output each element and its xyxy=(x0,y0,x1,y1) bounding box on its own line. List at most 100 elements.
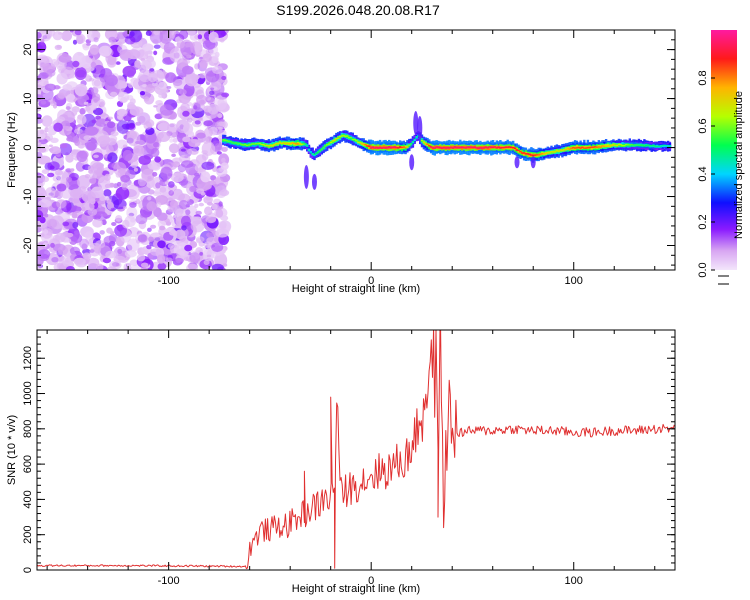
ridge-segment xyxy=(389,146,393,149)
ridge-segment xyxy=(307,149,311,151)
spectrogram-frame xyxy=(36,29,676,271)
ridge-segment xyxy=(610,144,613,147)
ridge-segment xyxy=(614,143,617,147)
noise-blob xyxy=(189,33,200,41)
noise-blob xyxy=(211,263,224,270)
noise-blob xyxy=(42,242,48,247)
ridge-segment xyxy=(665,145,668,146)
ridge-segment xyxy=(448,146,451,149)
noise-blob xyxy=(185,209,191,216)
ridge-segment xyxy=(247,144,251,146)
noise-blob xyxy=(201,141,216,156)
noise-blob xyxy=(99,101,105,107)
noise-blob xyxy=(130,182,135,187)
noise-blob xyxy=(37,210,44,221)
noise-blob xyxy=(50,137,59,143)
noise-blob xyxy=(129,31,135,37)
ridge-segment xyxy=(604,145,608,148)
noise-blob xyxy=(142,43,154,52)
noise-blob xyxy=(72,39,78,45)
ridge-segment xyxy=(650,145,653,147)
noise-blob xyxy=(88,176,97,185)
spectral-ridge xyxy=(222,111,672,190)
noise-blob xyxy=(66,232,74,238)
noise-blob xyxy=(167,123,178,133)
ridge-segment xyxy=(371,146,374,150)
ridge-segment xyxy=(446,147,449,149)
noise-blob xyxy=(153,189,161,195)
ridge-segment xyxy=(575,147,579,149)
noise-blob xyxy=(160,88,169,95)
ridge-segment xyxy=(347,136,351,139)
ridge-segment xyxy=(623,144,626,147)
ridge-segment xyxy=(295,143,298,145)
ridge-segment xyxy=(645,144,648,146)
noise-blob xyxy=(195,51,202,56)
noise-blob xyxy=(83,135,92,141)
ridge-segment xyxy=(225,139,229,142)
noise-blob xyxy=(104,195,110,201)
ridge-segment xyxy=(488,146,491,150)
ridge-segment xyxy=(592,146,595,148)
noise-blob xyxy=(45,187,56,199)
ridge-segment xyxy=(632,144,635,147)
noise-blob xyxy=(66,176,72,183)
noise-blob xyxy=(47,172,55,178)
noise-blob xyxy=(133,167,138,172)
noise-blob xyxy=(39,129,45,135)
noise-blob xyxy=(196,132,206,139)
noise-blob xyxy=(80,98,85,104)
noise-blob xyxy=(68,74,75,79)
noise-blob xyxy=(203,127,213,138)
noise-blob xyxy=(103,189,112,197)
noise-blob xyxy=(195,154,207,165)
noise-blob xyxy=(206,212,217,223)
noise-blob xyxy=(115,172,121,178)
ridge-segment xyxy=(342,135,345,137)
noise-blob xyxy=(195,210,202,215)
noise-blob xyxy=(186,263,198,270)
noise-blob xyxy=(106,266,117,270)
ridge-segment xyxy=(521,152,524,154)
noise-blob xyxy=(66,137,73,142)
spectrogram-x-tick-label: 0 xyxy=(368,275,374,287)
noise-blob xyxy=(74,66,87,81)
noise-blob xyxy=(43,229,49,235)
ridge-segment xyxy=(577,146,580,149)
ridge-segment xyxy=(411,141,415,143)
ridge-segment xyxy=(344,135,347,137)
ridge-segment xyxy=(315,152,318,154)
noise-blob xyxy=(146,244,152,250)
ridge-segment xyxy=(296,143,300,145)
noise-blob xyxy=(107,138,117,146)
ridge-segment xyxy=(619,143,622,146)
noise-blob xyxy=(218,201,223,207)
ridge-layer-4 xyxy=(222,135,672,157)
ridge-segment xyxy=(584,147,588,149)
noise-blob xyxy=(113,255,126,263)
noise-blob xyxy=(182,65,194,75)
ridge-segment xyxy=(324,145,327,147)
noise-blob xyxy=(57,91,66,99)
ridge-segment xyxy=(588,146,591,149)
ridge-segment xyxy=(424,143,427,145)
noise-blob xyxy=(122,219,130,229)
ridge-segment xyxy=(621,145,624,147)
ridge-segment xyxy=(570,147,573,149)
ridge-segment xyxy=(475,147,478,149)
ridge-segment xyxy=(668,145,672,147)
noise-blob xyxy=(84,106,91,112)
ridge-segment xyxy=(380,147,384,149)
ridge-segment xyxy=(668,145,672,148)
noise-blob xyxy=(55,232,66,243)
ridge-segment xyxy=(340,135,343,137)
ridge-segment xyxy=(357,141,360,144)
noise-blob xyxy=(56,199,67,209)
spectrogram-y-tick-label: 20 xyxy=(22,43,34,55)
ridge-segment xyxy=(371,146,374,148)
ridge-segment xyxy=(512,147,515,149)
colorbar-tick-label: 0.0 xyxy=(697,262,709,277)
ridge-segment xyxy=(265,144,269,146)
noise-blob xyxy=(48,30,56,37)
ridge-segment xyxy=(267,145,271,147)
